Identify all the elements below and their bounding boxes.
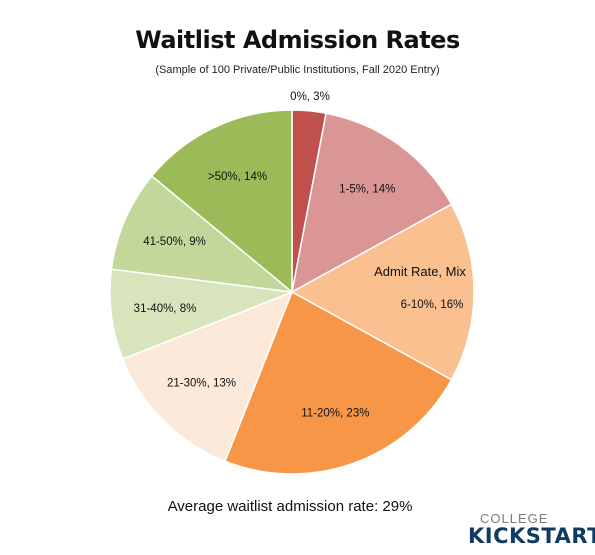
pie-label-1: 1-5%, 14% bbox=[339, 183, 395, 195]
average-note: Average waitlist admission rate: 29% bbox=[167, 498, 413, 515]
pie-label-0: 0%, 3% bbox=[290, 91, 330, 103]
pie-slice-7 bbox=[150, 109, 293, 294]
pie-slice-2 bbox=[290, 203, 475, 381]
pie-label-7: >50%, 14% bbox=[208, 171, 267, 183]
pie-slice-3 bbox=[224, 290, 453, 475]
legend-annotation: Admit Rate, Mix bbox=[374, 264, 466, 279]
pie-slices bbox=[109, 109, 475, 475]
college-kickstart-logo: COLLEGE KICKSTART bbox=[466, 511, 595, 551]
logo-line-college: COLLEGE bbox=[480, 511, 549, 526]
pie-label-3: 11-20%, 23% bbox=[301, 407, 369, 419]
pie-slice-4 bbox=[121, 290, 294, 463]
chart-subtitle: (Sample of 100 Private/Public Institutio… bbox=[155, 64, 440, 76]
pie-label-2: 6-10%, 16% bbox=[401, 299, 464, 311]
pie-labels: 0%, 3% 1-5%, 14% 6-10%, 16% 11-20%, 23% 21-3… bbox=[134, 91, 464, 419]
pie-slice-6 bbox=[110, 174, 295, 294]
pie-label-4: 21-30%, 13% bbox=[167, 378, 236, 390]
chart-title: Waitlist Admission Rates bbox=[135, 26, 460, 54]
logo-line-kickstart: KICKSTART bbox=[468, 524, 595, 548]
pie-slice-1 bbox=[290, 112, 453, 294]
pie-label-5: 31-40%, 8% bbox=[134, 303, 197, 315]
pie-label-6: 41-50%, 9% bbox=[143, 236, 206, 248]
pie-slice-5 bbox=[109, 268, 293, 360]
